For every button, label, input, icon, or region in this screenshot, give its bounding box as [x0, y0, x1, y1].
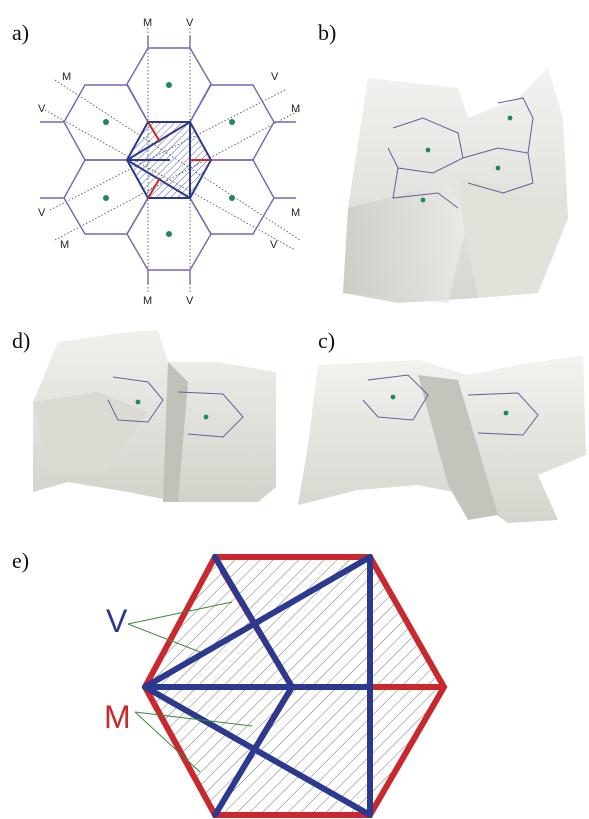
panel-label-b: b) — [318, 20, 337, 45]
panel-c-photo — [298, 335, 586, 525]
label-top-v: V — [186, 17, 194, 29]
label-right-lower-m: M — [291, 207, 300, 219]
label-right-upper-m: M — [291, 103, 300, 115]
leader-lines — [127, 601, 253, 773]
label-bottom-v: V — [186, 295, 194, 307]
panel-e-diagram: V M — [104, 554, 448, 818]
central-mountain-folds — [147, 121, 211, 199]
cell-center-dots — [103, 82, 235, 237]
label-left-lower-m: M — [60, 239, 69, 251]
label-top-m: M — [143, 17, 152, 29]
label-left-upper-m: M — [62, 71, 71, 83]
label-left-lower-v: V — [38, 207, 46, 219]
label-right-upper-v: V — [271, 71, 279, 83]
panel-a-crease-pattern: M V M V M V V M V M M V — [38, 17, 301, 307]
panel-d-photo — [28, 322, 276, 504]
label-right-lower-v: V — [270, 239, 278, 251]
panel-label-c: c) — [318, 328, 336, 353]
label-bottom-m: M — [143, 295, 152, 307]
label-left-upper-v: V — [38, 103, 46, 115]
panel-label-d: d) — [12, 328, 31, 353]
panel-label-e: e) — [12, 548, 30, 573]
dotted-reference-lines — [44, 28, 301, 292]
panel-label-a: a) — [12, 20, 30, 45]
valley-label: V — [106, 603, 128, 639]
valley-folds — [142, 554, 373, 818]
panel-b-photo — [338, 58, 578, 308]
mountain-label: M — [104, 699, 131, 735]
